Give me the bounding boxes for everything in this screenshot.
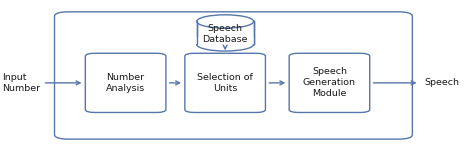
FancyBboxPatch shape	[85, 53, 166, 112]
Ellipse shape	[197, 38, 254, 51]
Text: Input
Number: Input Number	[2, 73, 40, 93]
Text: Speech
Generation
Module: Speech Generation Module	[303, 67, 356, 98]
Text: Speech
Database: Speech Database	[202, 24, 248, 44]
FancyBboxPatch shape	[289, 53, 370, 112]
Text: Number
Analysis: Number Analysis	[106, 73, 145, 93]
Text: Selection of
Units: Selection of Units	[197, 73, 253, 93]
FancyBboxPatch shape	[55, 12, 412, 139]
FancyBboxPatch shape	[185, 53, 265, 112]
Text: Speech: Speech	[424, 78, 459, 87]
Ellipse shape	[197, 15, 254, 28]
Bar	[196, 37, 255, 44]
